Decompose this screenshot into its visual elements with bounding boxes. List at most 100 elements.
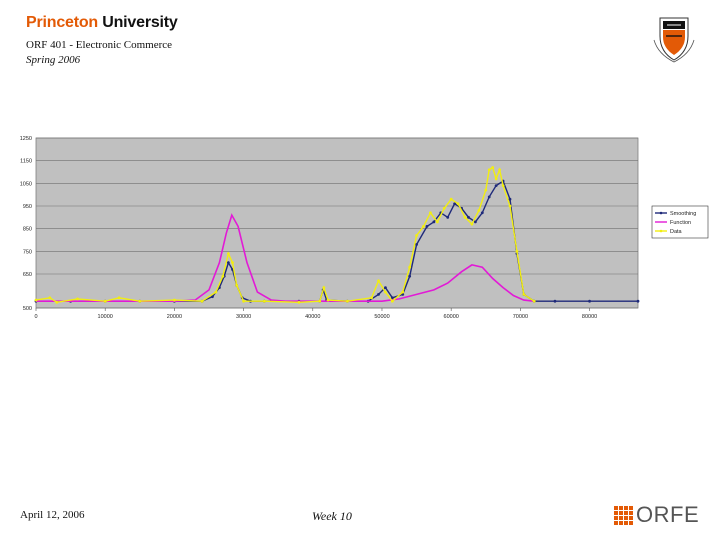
y-tick-label: 500 <box>23 306 32 312</box>
data-point-data <box>226 252 230 255</box>
x-tick-label: 50000 <box>374 314 389 320</box>
data-point-data <box>262 299 266 303</box>
data-point-smoothing <box>494 184 498 187</box>
data-point-data <box>345 299 349 303</box>
data-point-data <box>477 209 481 212</box>
data-point-data <box>297 300 301 304</box>
y-tick-label: 950 <box>23 204 32 210</box>
legend-label-data: Data <box>670 229 683 235</box>
data-point-smoothing <box>508 197 512 201</box>
data-point-smoothing <box>467 215 470 219</box>
data-point-data <box>117 296 121 300</box>
term-label: Spring 2006 <box>26 54 81 66</box>
data-point-data <box>522 293 526 296</box>
data-point-data <box>390 299 394 303</box>
data-point-smoothing <box>377 293 380 296</box>
data-point-data <box>221 274 225 278</box>
series-line-smoothing <box>36 180 638 302</box>
data-point-data <box>435 220 439 224</box>
series-line-function <box>36 213 535 302</box>
data-point-data <box>235 283 239 287</box>
brand-university: University <box>102 14 178 31</box>
data-point-data <box>494 177 498 181</box>
data-point-smoothing <box>487 195 491 199</box>
data-point-data <box>138 299 142 303</box>
data-point-smoothing <box>425 225 429 228</box>
legend-marker-smoothing <box>659 211 663 215</box>
data-point-data <box>429 211 432 215</box>
y-tick-label: 750 <box>23 249 32 255</box>
data-point-smoothing <box>401 293 405 296</box>
data-point-data <box>322 286 326 289</box>
chart-container: 500 650 750 850 950 1050 1150 1250 0 10000 20000 30… <box>6 130 714 330</box>
data-point-data <box>377 279 380 283</box>
data-point-data <box>422 225 425 228</box>
data-point-data <box>487 168 491 172</box>
data-point-smoothing <box>480 211 484 215</box>
x-tick-label: 30000 <box>236 314 251 320</box>
x-tick-label: 10000 <box>98 314 113 320</box>
data-point-data <box>231 261 234 265</box>
x-tick-label: 40000 <box>305 314 320 320</box>
data-point-data <box>498 168 502 172</box>
data-point-data <box>318 299 322 303</box>
data-point-data <box>532 299 536 303</box>
data-point-smoothing <box>588 299 591 303</box>
data-point-smoothing <box>446 215 450 219</box>
data-point-smoothing <box>553 299 557 303</box>
data-point-data <box>214 290 218 294</box>
plot-area <box>35 137 639 309</box>
data-point-smoothing <box>384 286 387 289</box>
x-tick-label: 70000 <box>513 314 528 320</box>
data-point-data <box>76 297 79 301</box>
y-tick-label: 1050 <box>20 181 32 187</box>
data-point-smoothing <box>226 261 230 265</box>
data-point-smoothing <box>636 299 640 303</box>
data-point-data <box>408 265 412 269</box>
data-point-data <box>103 299 107 303</box>
data-point-data <box>484 188 488 192</box>
data-point-data <box>326 298 330 302</box>
data-point-data <box>463 215 467 219</box>
footer-date: April 12, 2006 <box>20 509 85 521</box>
data-point-smoothing <box>408 274 412 278</box>
data-point-smoothing <box>453 202 457 206</box>
data-point-data <box>200 299 204 303</box>
x-tick-label: 60000 <box>444 314 459 320</box>
legend-label-function: Function <box>670 220 691 226</box>
y-tick-label: 650 <box>23 272 32 278</box>
x-tick-label: 0 <box>34 314 37 320</box>
data-point-data <box>384 290 387 294</box>
data-point-smoothing <box>415 243 418 246</box>
data-point-data <box>470 222 474 226</box>
data-point-data <box>48 296 52 300</box>
data-point-smoothing <box>432 220 436 224</box>
data-point-data <box>401 290 405 294</box>
orfe-logo-icon <box>614 506 633 525</box>
y-tick-label: 850 <box>23 227 32 233</box>
brand-princeton: Princeton <box>26 14 98 31</box>
line-chart: 500 650 750 850 950 1050 1150 1250 0 10000 20000 30… <box>20 136 709 320</box>
data-point-data <box>501 184 505 187</box>
x-tick-label: 80000 <box>582 314 597 320</box>
x-tick-label: 20000 <box>167 314 182 320</box>
legend-marker-data <box>659 229 663 233</box>
data-point-smoothing <box>211 295 214 299</box>
y-tick-label: 1150 <box>20 159 32 165</box>
data-point-data <box>370 296 373 300</box>
data-point-data <box>34 298 38 302</box>
footer-week: Week 10 <box>312 509 352 523</box>
data-point-data <box>491 166 495 169</box>
data-point-data <box>55 300 59 304</box>
data-point-data <box>242 299 245 303</box>
princeton-university-logo: Princeton University <box>26 14 178 32</box>
data-point-smoothing <box>390 296 394 300</box>
data-point-data <box>456 202 460 206</box>
data-point-smoothing <box>473 220 477 224</box>
data-point-data <box>449 197 453 201</box>
data-point-data <box>415 234 418 237</box>
data-point-data <box>515 249 519 253</box>
orfe-logo-text: ORFE <box>636 502 700 527</box>
legend-label-smoothing: Smoothing <box>670 211 696 217</box>
data-point-data <box>508 204 512 208</box>
